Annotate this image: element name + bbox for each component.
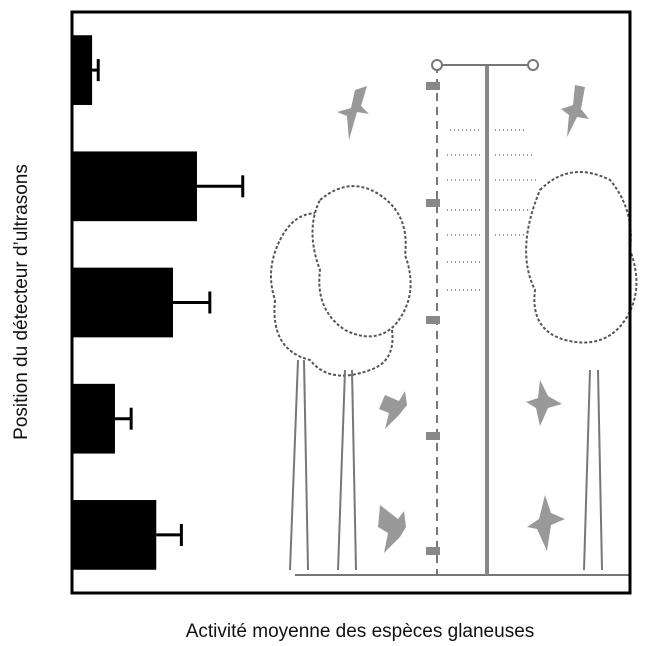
bar [72, 267, 173, 338]
bar [72, 35, 93, 105]
x-axis-label: Activité moyenne des espèces glaneuses [186, 621, 535, 642]
bar [72, 151, 197, 222]
bar [72, 500, 157, 570]
bar [72, 383, 115, 454]
y-axis-label: Position du détecteur d’ultrasons [11, 164, 32, 440]
illustration [270, 59, 638, 576]
